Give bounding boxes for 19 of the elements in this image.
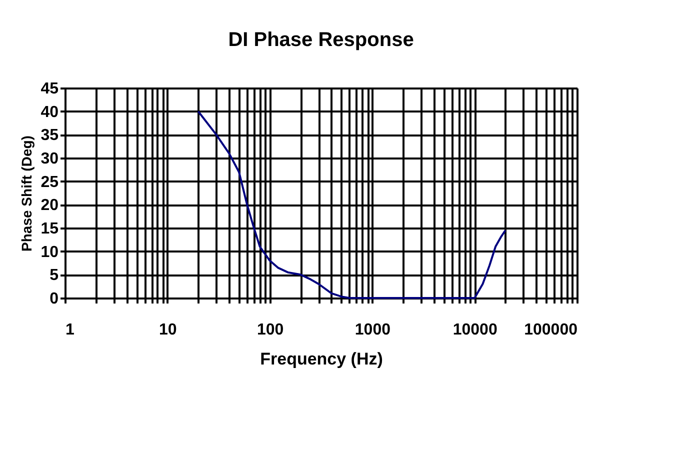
y-tick-label: 35 bbox=[40, 127, 59, 144]
y-tick-label: 10 bbox=[40, 244, 59, 261]
y-tick-label: 0 bbox=[50, 290, 59, 308]
x-tick-label: 1 bbox=[66, 322, 74, 338]
y-axis-title: Phase Shift (Deg) bbox=[18, 136, 35, 252]
x-tick-label: 100 bbox=[256, 322, 284, 338]
x-tick-label: 10000 bbox=[452, 322, 498, 338]
y-tick-label: 15 bbox=[40, 220, 59, 238]
y-tick-label: 25 bbox=[40, 174, 59, 191]
x-tick-label: 10 bbox=[159, 322, 177, 338]
y-tick-label: 30 bbox=[40, 150, 59, 168]
y-tick-label: 5 bbox=[50, 267, 59, 284]
y-tick-label: 20 bbox=[40, 197, 59, 214]
y-tick-label: 45 bbox=[40, 80, 59, 98]
y-tick-label: 40 bbox=[40, 104, 59, 121]
x-tick-label: 100000 bbox=[524, 322, 578, 338]
x-tick-label: 1000 bbox=[354, 322, 391, 338]
x-axis-title: Frequency (Hz) bbox=[260, 350, 383, 368]
chart-title: DI Phase Response bbox=[228, 29, 414, 51]
